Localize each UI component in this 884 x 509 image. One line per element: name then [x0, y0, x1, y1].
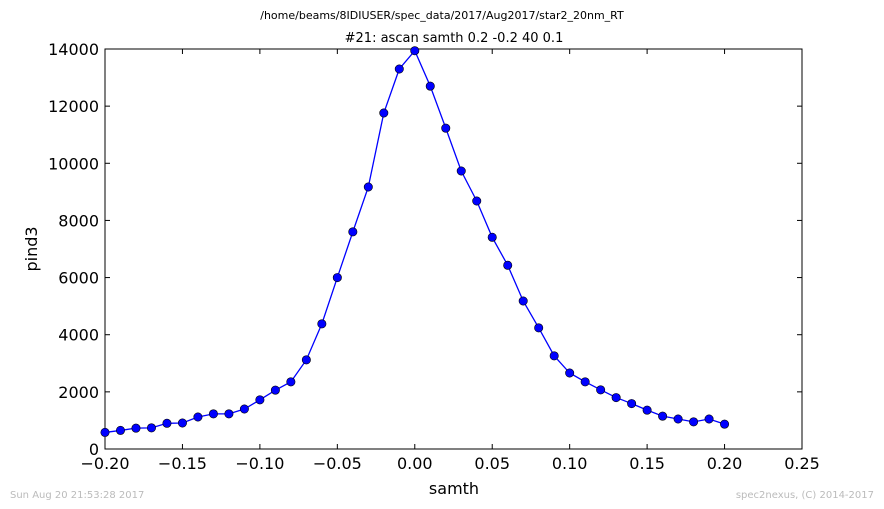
plot-area — [104, 48, 803, 450]
data-point — [286, 377, 296, 387]
y-tick-label: 0 — [89, 440, 99, 459]
data-point — [208, 409, 218, 419]
data-point — [301, 355, 311, 365]
y-axis-label: pind3 — [22, 226, 41, 271]
data-point — [146, 423, 156, 433]
data-point — [549, 351, 559, 361]
data-point — [115, 425, 125, 435]
data-point — [332, 273, 342, 283]
x-axis-label: samth — [429, 479, 479, 498]
x-tick-label: 0.10 — [552, 454, 588, 473]
data-point — [363, 182, 373, 192]
data-point — [658, 411, 668, 421]
data-point — [456, 166, 466, 176]
data-point — [317, 319, 327, 329]
data-point — [425, 81, 435, 91]
y-tick-label: 6000 — [58, 269, 99, 288]
chart-title: #21: ascan samth 0.2 -0.2 40 0.1 — [345, 31, 564, 46]
data-point — [162, 418, 172, 428]
data-point — [239, 404, 249, 414]
data-point — [704, 414, 714, 424]
x-tick-label: −0.20 — [80, 454, 129, 473]
data-point — [394, 64, 404, 74]
x-tick-label: −0.10 — [235, 454, 284, 473]
data-point — [611, 393, 621, 403]
data-point — [472, 196, 482, 206]
footer-credit: spec2nexus, (C) 2014-2017 — [736, 490, 874, 501]
x-tick-label: −0.15 — [158, 454, 207, 473]
data-point — [441, 123, 451, 133]
y-tick-label: 10000 — [48, 154, 99, 173]
y-tick-label: 8000 — [58, 211, 99, 230]
data-point — [518, 296, 528, 306]
x-tick-label: 0.20 — [707, 454, 743, 473]
data-point — [596, 385, 606, 395]
chart-suptitle: /home/beams/8IDIUSER/spec_data/2017/Aug2… — [260, 9, 624, 22]
data-point — [534, 323, 544, 333]
data-point — [565, 368, 575, 378]
data-point — [580, 377, 590, 387]
data-point — [503, 260, 513, 270]
data-point — [673, 414, 683, 424]
data-point — [410, 46, 420, 56]
x-tick-label: 0.05 — [474, 454, 510, 473]
x-tick-label: 0.25 — [784, 454, 820, 473]
data-point — [627, 399, 637, 409]
x-tick-label: −0.05 — [313, 454, 362, 473]
data-point — [720, 419, 730, 429]
data-point — [131, 423, 141, 433]
y-tick-label: 4000 — [58, 326, 99, 345]
x-tick-label: 0.00 — [397, 454, 433, 473]
y-tick-label: 2000 — [58, 383, 99, 402]
data-point — [379, 108, 389, 118]
data-point — [270, 385, 280, 395]
data-point — [193, 412, 203, 422]
footer-timestamp: Sun Aug 20 21:53:28 2017 — [10, 490, 144, 501]
data-point — [487, 232, 497, 242]
data-point — [100, 427, 110, 437]
y-tick-label: 12000 — [48, 97, 99, 116]
axis-ticks — [104, 48, 803, 450]
data-point — [348, 227, 358, 237]
series-pind3 — [100, 46, 730, 437]
y-tick-label: 14000 — [48, 40, 99, 59]
data-point — [177, 418, 187, 428]
axis-tick-labels: −0.20 −0.15 −0.10 −0.05 0.00 0.05 0.10 0.15 0.20… — [48, 40, 820, 473]
x-tick-label: 0.15 — [629, 454, 665, 473]
data-point — [255, 395, 265, 405]
data-point — [689, 417, 699, 427]
plot-frame — [104, 48, 803, 450]
data-point — [224, 409, 234, 419]
data-point — [642, 405, 652, 415]
